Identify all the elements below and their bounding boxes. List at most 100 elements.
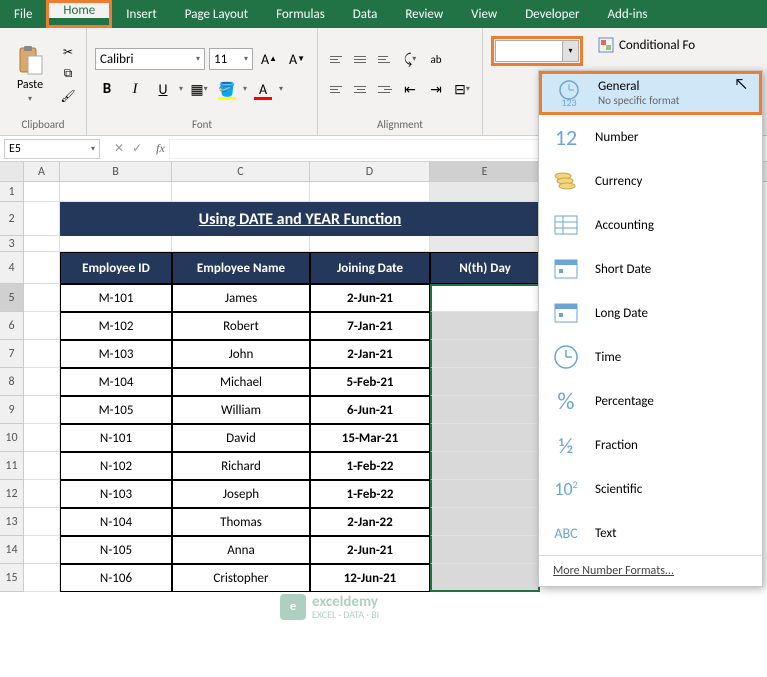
cell-nthday[interactable] <box>430 312 540 340</box>
cell-empname[interactable]: Anna <box>172 536 310 564</box>
format-option-percentage[interactable]: % Percentage <box>539 379 762 423</box>
row-header[interactable]: 13 <box>0 508 24 536</box>
tab-developer[interactable]: Developer <box>511 0 593 28</box>
align-top-button[interactable] <box>326 48 348 70</box>
cell-nthday[interactable] <box>430 424 540 452</box>
italic-button[interactable]: I <box>123 77 147 101</box>
cell-joindate[interactable]: 5-Feb-21 <box>310 368 430 396</box>
format-option-general[interactable]: 123 GeneralNo specific format ↖ <box>539 71 762 115</box>
format-option-scientific[interactable]: 102 Scientific <box>539 467 762 511</box>
tab-pagelayout[interactable]: Page Layout <box>171 0 262 28</box>
cell-empname[interactable]: Cristopher <box>172 564 310 592</box>
borders-button[interactable]: ▦▾ <box>187 77 211 101</box>
cell-nthday[interactable] <box>430 536 540 564</box>
cell-nthday[interactable] <box>430 452 540 480</box>
col-header-A[interactable]: A <box>24 162 60 181</box>
fx-icon[interactable]: fx <box>152 141 169 156</box>
row-header[interactable]: 9 <box>0 396 24 424</box>
row-header[interactable]: 11 <box>0 452 24 480</box>
cell-empname[interactable]: James <box>172 284 310 312</box>
font-color-button[interactable]: A <box>251 77 275 101</box>
cell-nthday[interactable] <box>430 564 540 592</box>
cell-empname[interactable]: Thomas <box>172 508 310 536</box>
cell-empname[interactable]: Michael <box>172 368 310 396</box>
header-nthday[interactable]: N(th) Day <box>430 252 540 284</box>
shrink-font-button[interactable]: A▼ <box>285 47 309 71</box>
row-header[interactable]: 7 <box>0 340 24 368</box>
grow-font-button[interactable]: A▲ <box>257 47 281 71</box>
cell-joindate[interactable]: 1-Feb-22 <box>310 452 430 480</box>
number-format-dropdown-button[interactable]: ▾ <box>562 41 578 61</box>
format-option-time[interactable]: Time <box>539 335 762 379</box>
header-empname[interactable]: Employee Name <box>172 252 310 284</box>
tab-view[interactable]: View <box>457 0 511 28</box>
cell-empid[interactable]: M-101 <box>60 284 172 312</box>
merge-button[interactable]: ⊟▾ <box>450 77 474 101</box>
format-option-number[interactable]: 12 Number <box>539 115 762 159</box>
format-option-fraction[interactable]: ½ Fraction <box>539 423 762 467</box>
underline-button[interactable]: U <box>151 77 175 101</box>
cell-joindate[interactable]: 2-Jan-22 <box>310 508 430 536</box>
more-number-formats[interactable]: More Number Formats... <box>539 555 762 586</box>
enter-icon[interactable]: ✓ <box>132 141 142 156</box>
cell-nthday[interactable] <box>430 368 540 396</box>
col-header-C[interactable]: C <box>172 162 310 181</box>
header-empid[interactable]: Employee ID <box>60 252 172 284</box>
decrease-indent-button[interactable]: ⇤ <box>398 77 422 101</box>
col-header-B[interactable]: B <box>60 162 172 181</box>
cell-empid[interactable]: M-102 <box>60 312 172 340</box>
font-size-select[interactable]: 11▾ <box>209 48 253 70</box>
format-option-longdate[interactable]: Long Date <box>539 291 762 335</box>
cell-empid[interactable]: M-105 <box>60 396 172 424</box>
cell-empname[interactable]: Joseph <box>172 480 310 508</box>
cell-empname[interactable]: William <box>172 396 310 424</box>
wrap-text-button[interactable]: ab <box>424 47 448 71</box>
tab-home[interactable]: Home <box>49 3 109 18</box>
align-center-button[interactable] <box>350 78 372 100</box>
cell-empid[interactable]: M-103 <box>60 340 172 368</box>
conditional-formatting-button[interactable]: Conditional Fo <box>589 36 695 54</box>
font-family-select[interactable]: Calibri▾ <box>95 48 205 70</box>
cell-nthday[interactable] <box>430 508 540 536</box>
cell-joindate[interactable]: 1-Feb-22 <box>310 480 430 508</box>
tab-file[interactable]: File <box>0 0 46 28</box>
row-header[interactable]: 6 <box>0 312 24 340</box>
cell-empid[interactable]: N-102 <box>60 452 172 480</box>
increase-indent-button[interactable]: ⇥ <box>424 77 448 101</box>
format-option-accounting[interactable]: Accounting <box>539 203 762 247</box>
cell-empname[interactable]: Richard <box>172 452 310 480</box>
row-header[interactable]: 8 <box>0 368 24 396</box>
bold-button[interactable]: B <box>95 77 119 101</box>
format-option-text[interactable]: ABC Text <box>539 511 762 555</box>
paste-button[interactable]: Paste ▾ <box>8 44 52 104</box>
align-bottom-button[interactable] <box>374 48 396 70</box>
row-header[interactable]: 4 <box>0 252 24 284</box>
align-left-button[interactable] <box>326 78 348 100</box>
copy-button[interactable]: ⧉ <box>58 65 78 83</box>
tab-review[interactable]: Review <box>391 0 457 28</box>
cell-empname[interactable]: John <box>172 340 310 368</box>
orientation-button[interactable]: ⤹▾ <box>398 47 422 71</box>
row-header[interactable]: 2 <box>0 202 24 236</box>
tab-addins[interactable]: Add-ins <box>593 0 661 28</box>
cell-joindate[interactable]: 2-Jan-21 <box>310 340 430 368</box>
cell-nthday[interactable] <box>430 480 540 508</box>
align-right-button[interactable] <box>374 78 396 100</box>
cell-joindate[interactable]: 2-Jun-21 <box>310 284 430 312</box>
format-option-currency[interactable]: Currency <box>539 159 762 203</box>
row-header[interactable]: 1 <box>0 182 24 202</box>
cell-empname[interactable]: David <box>172 424 310 452</box>
cancel-icon[interactable]: ✕ <box>114 141 124 156</box>
cell-empid[interactable]: N-105 <box>60 536 172 564</box>
cell-joindate[interactable]: 12-Jun-21 <box>310 564 430 592</box>
cell-empid[interactable]: N-106 <box>60 564 172 592</box>
cut-button[interactable]: ✂ <box>58 43 78 61</box>
row-header[interactable]: 3 <box>0 236 24 252</box>
cell-empid[interactable]: N-101 <box>60 424 172 452</box>
cell-nthday[interactable] <box>430 340 540 368</box>
cell-joindate[interactable]: 7-Jan-21 <box>310 312 430 340</box>
number-format-select[interactable]: ▾ <box>495 40 579 62</box>
format-painter-button[interactable]: 🖌 <box>58 87 78 105</box>
fill-color-button[interactable]: 🪣 <box>215 77 239 101</box>
cell-empid[interactable]: N-103 <box>60 480 172 508</box>
